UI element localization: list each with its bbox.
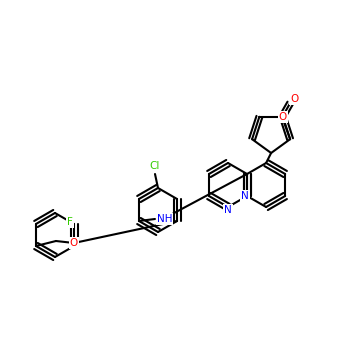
- Text: F: F: [67, 217, 73, 227]
- Text: N: N: [241, 191, 249, 201]
- Text: NH: NH: [157, 214, 173, 224]
- Text: N: N: [224, 205, 232, 215]
- Text: Cl: Cl: [150, 161, 160, 171]
- Text: O: O: [290, 94, 298, 104]
- Text: O: O: [70, 238, 78, 248]
- Text: O: O: [279, 112, 287, 122]
